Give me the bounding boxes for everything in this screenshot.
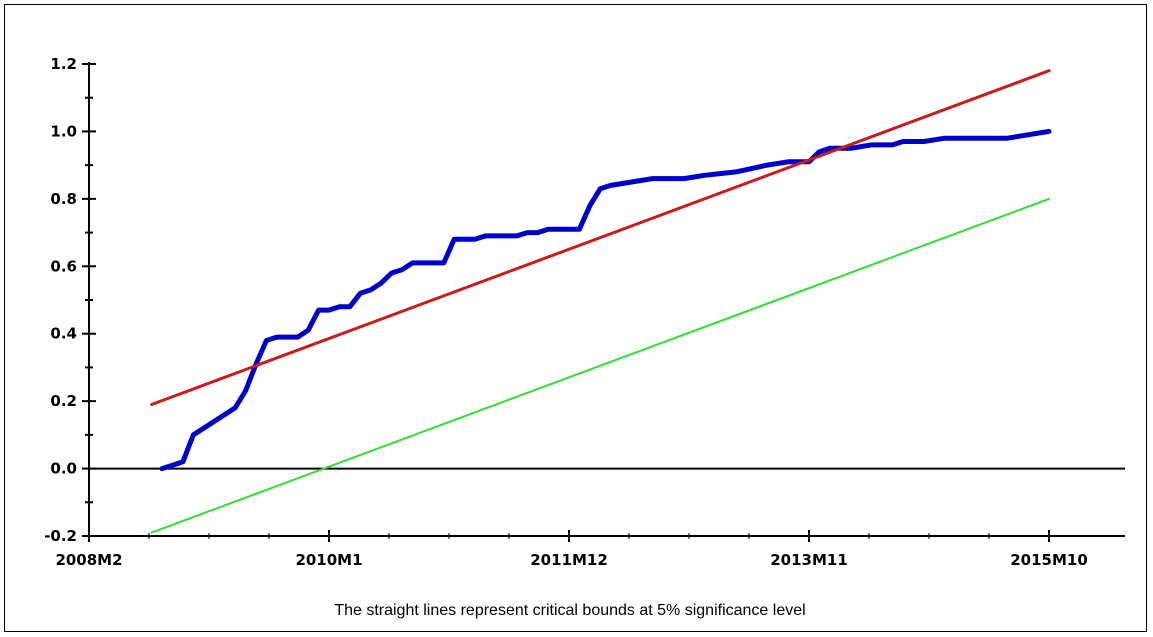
series-layer: [150, 69, 1052, 534]
x-tick-label: 2013M11: [770, 551, 848, 569]
y-tick-label: 1.0: [50, 122, 77, 140]
y-tick-label: 0.2: [50, 392, 77, 410]
x-tick-label: 2011M12: [530, 551, 608, 569]
x-tick-label: 2010M1: [295, 551, 362, 569]
cusum-chart: 1.2 1.0 0.8 0.6 0.4 0.2 0.0 -0.2 2008M2 2010M1 201…: [44, 55, 1125, 619]
y-tick-label: 0.4: [50, 325, 77, 343]
y-tick-label: 1.2: [50, 55, 77, 73]
y-tick-label: -0.2: [44, 527, 77, 545]
chart-caption: The straight lines represent critical bo…: [334, 602, 805, 619]
y-tick-label: 0.6: [50, 257, 77, 275]
tick-layer: 1.2 1.0 0.8 0.6 0.4 0.2 0.0 -0.2 2008M2 2010M1 201…: [44, 55, 1088, 569]
y-tick-label: 0.0: [50, 460, 77, 478]
lower-bound-line: [150, 197, 1050, 534]
chart-frame: 1.2 1.0 0.8 0.6 0.4 0.2 0.0 -0.2 2008M2 2010M1 201…: [4, 4, 1147, 632]
upper-bound-line: [150, 69, 1051, 406]
x-tick-label: 2015M10: [1010, 551, 1088, 569]
x-tick-label: 2008M2: [55, 551, 122, 569]
axes: [88, 62, 1125, 542]
cusum-line: [159, 128, 1052, 472]
y-tick-label: 0.8: [50, 190, 77, 208]
